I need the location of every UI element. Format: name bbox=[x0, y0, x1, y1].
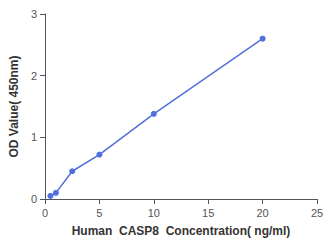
svg-text:5: 5 bbox=[96, 207, 102, 219]
svg-text:15: 15 bbox=[202, 207, 214, 219]
svg-text:OD Value( 450nm): OD Value( 450nm) bbox=[7, 55, 21, 157]
svg-text:Human CASP8 Concentration( n: Human CASP8 Concentration( ng/ml) bbox=[72, 224, 291, 238]
svg-text:25: 25 bbox=[311, 207, 323, 219]
svg-text:3: 3 bbox=[31, 8, 37, 20]
svg-text:2: 2 bbox=[31, 70, 37, 82]
svg-text:1: 1 bbox=[31, 131, 37, 143]
svg-text:10: 10 bbox=[148, 207, 160, 219]
svg-text:0: 0 bbox=[31, 193, 37, 205]
svg-text:0: 0 bbox=[42, 207, 48, 219]
svg-text:20: 20 bbox=[256, 207, 268, 219]
